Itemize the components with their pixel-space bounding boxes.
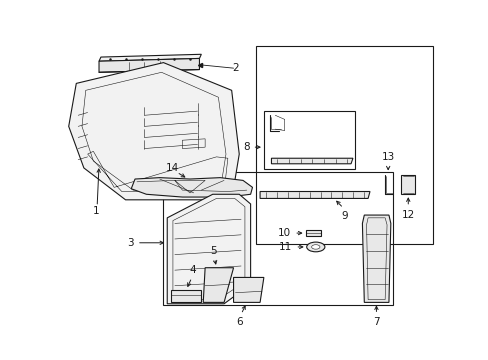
Text: 6: 6 — [236, 316, 243, 327]
Polygon shape — [362, 215, 390, 302]
Bar — [163, 172, 392, 305]
Text: 8: 8 — [243, 142, 249, 152]
Ellipse shape — [311, 245, 319, 249]
Text: 2: 2 — [232, 63, 238, 73]
Text: 5: 5 — [210, 246, 216, 256]
Polygon shape — [99, 58, 199, 72]
Text: 7: 7 — [372, 317, 379, 327]
Polygon shape — [260, 192, 369, 198]
Polygon shape — [401, 175, 414, 194]
Text: 1: 1 — [93, 206, 100, 216]
Bar — [256, 46, 432, 244]
Text: 14: 14 — [166, 163, 179, 174]
Bar — [264, 111, 354, 169]
Polygon shape — [271, 158, 352, 164]
Polygon shape — [171, 290, 201, 302]
Text: 9: 9 — [341, 211, 347, 221]
Polygon shape — [305, 230, 320, 236]
Polygon shape — [167, 194, 250, 304]
Text: 13: 13 — [381, 152, 394, 162]
Text: 3: 3 — [127, 238, 134, 248]
Text: 10: 10 — [278, 228, 290, 238]
Polygon shape — [131, 177, 252, 197]
Text: 4: 4 — [189, 265, 196, 275]
Text: 11: 11 — [279, 242, 292, 252]
Polygon shape — [203, 268, 233, 302]
Text: 12: 12 — [401, 210, 414, 220]
Ellipse shape — [306, 242, 324, 252]
Polygon shape — [68, 63, 239, 200]
Polygon shape — [99, 54, 201, 61]
Polygon shape — [233, 278, 264, 302]
